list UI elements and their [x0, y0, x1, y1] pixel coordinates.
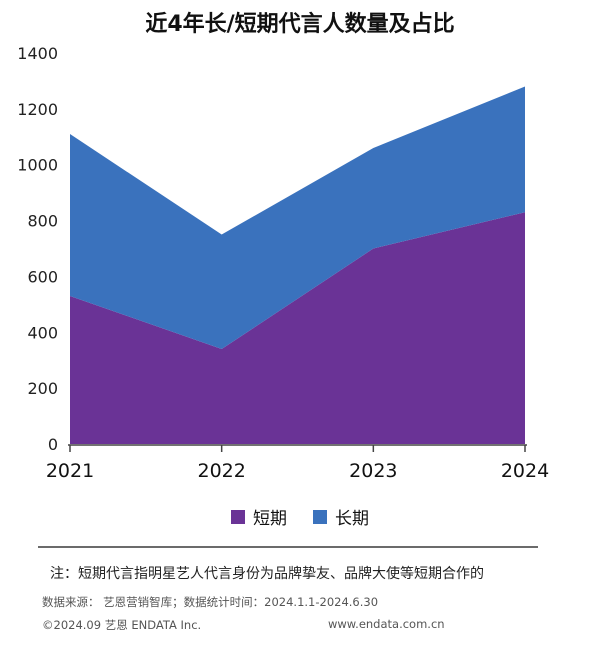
series-area-0 — [70, 212, 525, 444]
x-tick-label: 2024 — [501, 460, 549, 482]
legend-swatch-short — [231, 509, 245, 524]
y-tick-label: 1200 — [17, 100, 58, 119]
website-link[interactable]: www.endata.com.cn — [328, 617, 445, 631]
y-tick-label: 400 — [27, 323, 58, 342]
legend-item-long: 长期 — [313, 504, 369, 529]
divider — [38, 546, 538, 548]
y-tick-label: 0 — [48, 435, 58, 454]
y-tick-label: 200 — [27, 379, 58, 398]
x-tick-label: 2023 — [349, 460, 397, 482]
legend-label-long: 长期 — [335, 509, 369, 529]
x-tick-label: 2021 — [46, 460, 94, 482]
y-tick-label: 1400 — [17, 44, 58, 63]
y-tick-label: 1000 — [17, 156, 58, 175]
copyright: ©2024.09 艺恩 ENDATA Inc. — [42, 618, 202, 632]
x-tick-label: 2022 — [197, 460, 245, 482]
area-chart: 0 200 400 600 800 1000 1200 1400 2021 2022 2023 202… — [17, 44, 549, 482]
legend-label-short: 短期 — [253, 509, 287, 529]
legend-item-short: 短期 — [231, 504, 287, 529]
footnote: 注：短期代言指明星艺人代言身份为品牌挚友、品牌大使等短期合作的 — [50, 566, 484, 582]
y-tick-label: 600 — [27, 267, 58, 286]
legend: 短期 长期 — [0, 504, 600, 529]
chart-title: 近4年长/短期代言人数量及占比 — [145, 12, 455, 37]
legend-swatch-long — [313, 509, 327, 524]
data-source: 数据来源： 艺恩营销智库；数据统计时间：2024.1.1-2024.6.30 — [42, 595, 379, 609]
y-tick-label: 800 — [27, 212, 58, 231]
series-area-1 — [70, 86, 525, 350]
